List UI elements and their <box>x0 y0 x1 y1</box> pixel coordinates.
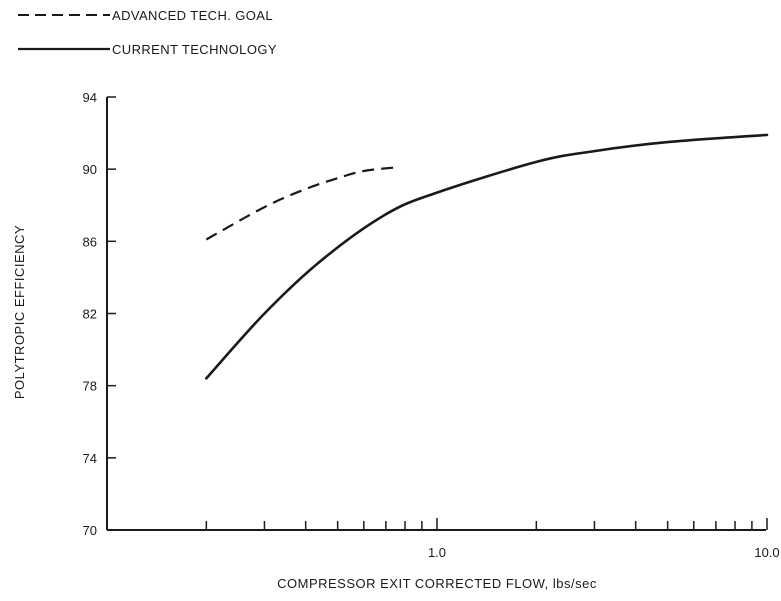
y-ticks: 70 74 78 82 86 90 94 <box>83 90 116 538</box>
series-layer <box>205 133 769 380</box>
legend-label-current: CURRENT TECHNOLOGY <box>112 42 277 57</box>
y-tick-label: 82 <box>83 307 97 322</box>
legend: ADVANCED TECH. GOAL CURRENT TECHNOLOGY <box>18 8 277 57</box>
x-tick-label: 10.0 <box>754 545 779 560</box>
y-tick-label: 86 <box>83 234 97 249</box>
y-tick-label: 94 <box>83 90 97 105</box>
y-tick-label: 90 <box>83 162 97 177</box>
y-tick-label: 70 <box>83 523 97 538</box>
x-tick-label: 1.0 <box>428 545 446 560</box>
x-axis-title: COMPRESSOR EXIT CORRECTED FLOW, lbs/sec <box>277 576 597 591</box>
x-ticks: 1.0 10.0 <box>205 518 780 560</box>
series-line-advanced-goal <box>205 166 396 241</box>
y-axis-title: POLYTROPIC EFFICIENCY <box>12 225 27 399</box>
legend-label-advanced: ADVANCED TECH. GOAL <box>112 8 273 23</box>
y-tick-label: 78 <box>83 379 97 394</box>
series-line-current-technology <box>205 133 769 380</box>
y-tick-label: 74 <box>83 451 97 466</box>
